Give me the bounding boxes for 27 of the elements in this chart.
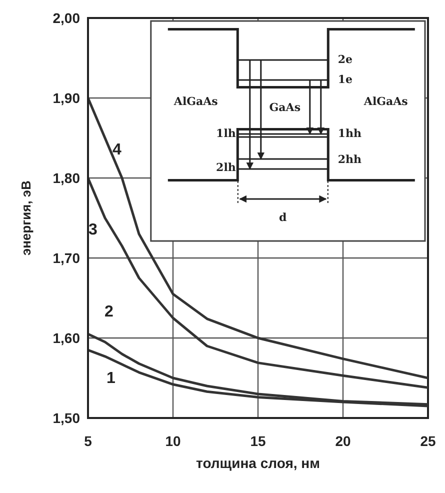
y-tick-label: 2,00 [52, 10, 80, 26]
series-label: 2 [104, 304, 114, 320]
annotation: 2hh [338, 153, 362, 166]
x-axis-title: толщина слоя, нм [196, 455, 320, 471]
y-tick-label: 1,60 [52, 330, 80, 346]
annotation: AlGaAs [362, 95, 408, 108]
y-tick-label: 1,50 [52, 410, 80, 426]
annotation: AlGaAs [172, 95, 218, 108]
series-label: 3 [88, 222, 98, 238]
series-label: 4 [112, 142, 122, 158]
annotation: 1lh [216, 127, 236, 140]
annotation: 2e [338, 53, 353, 66]
annotation: 1hh [338, 127, 362, 140]
x-tick-label: 20 [335, 432, 351, 449]
y-axis-title: энергия, эВ [18, 180, 34, 256]
annotation: GaAs [269, 101, 301, 114]
y-tick-label: 1,70 [52, 250, 80, 266]
x-tick-label: 5 [84, 432, 92, 449]
y-tick-label: 1,90 [52, 90, 80, 106]
annotation: d [279, 211, 288, 224]
annotation: 2lh [216, 161, 236, 174]
x-tick-label: 25 [420, 432, 436, 449]
series-label: 1 [106, 370, 116, 387]
x-tick-label: 15 [250, 432, 266, 449]
annotation: 1e [338, 73, 353, 86]
x-tick-label: 10 [165, 432, 181, 449]
y-tick-label: 1,80 [52, 170, 80, 186]
